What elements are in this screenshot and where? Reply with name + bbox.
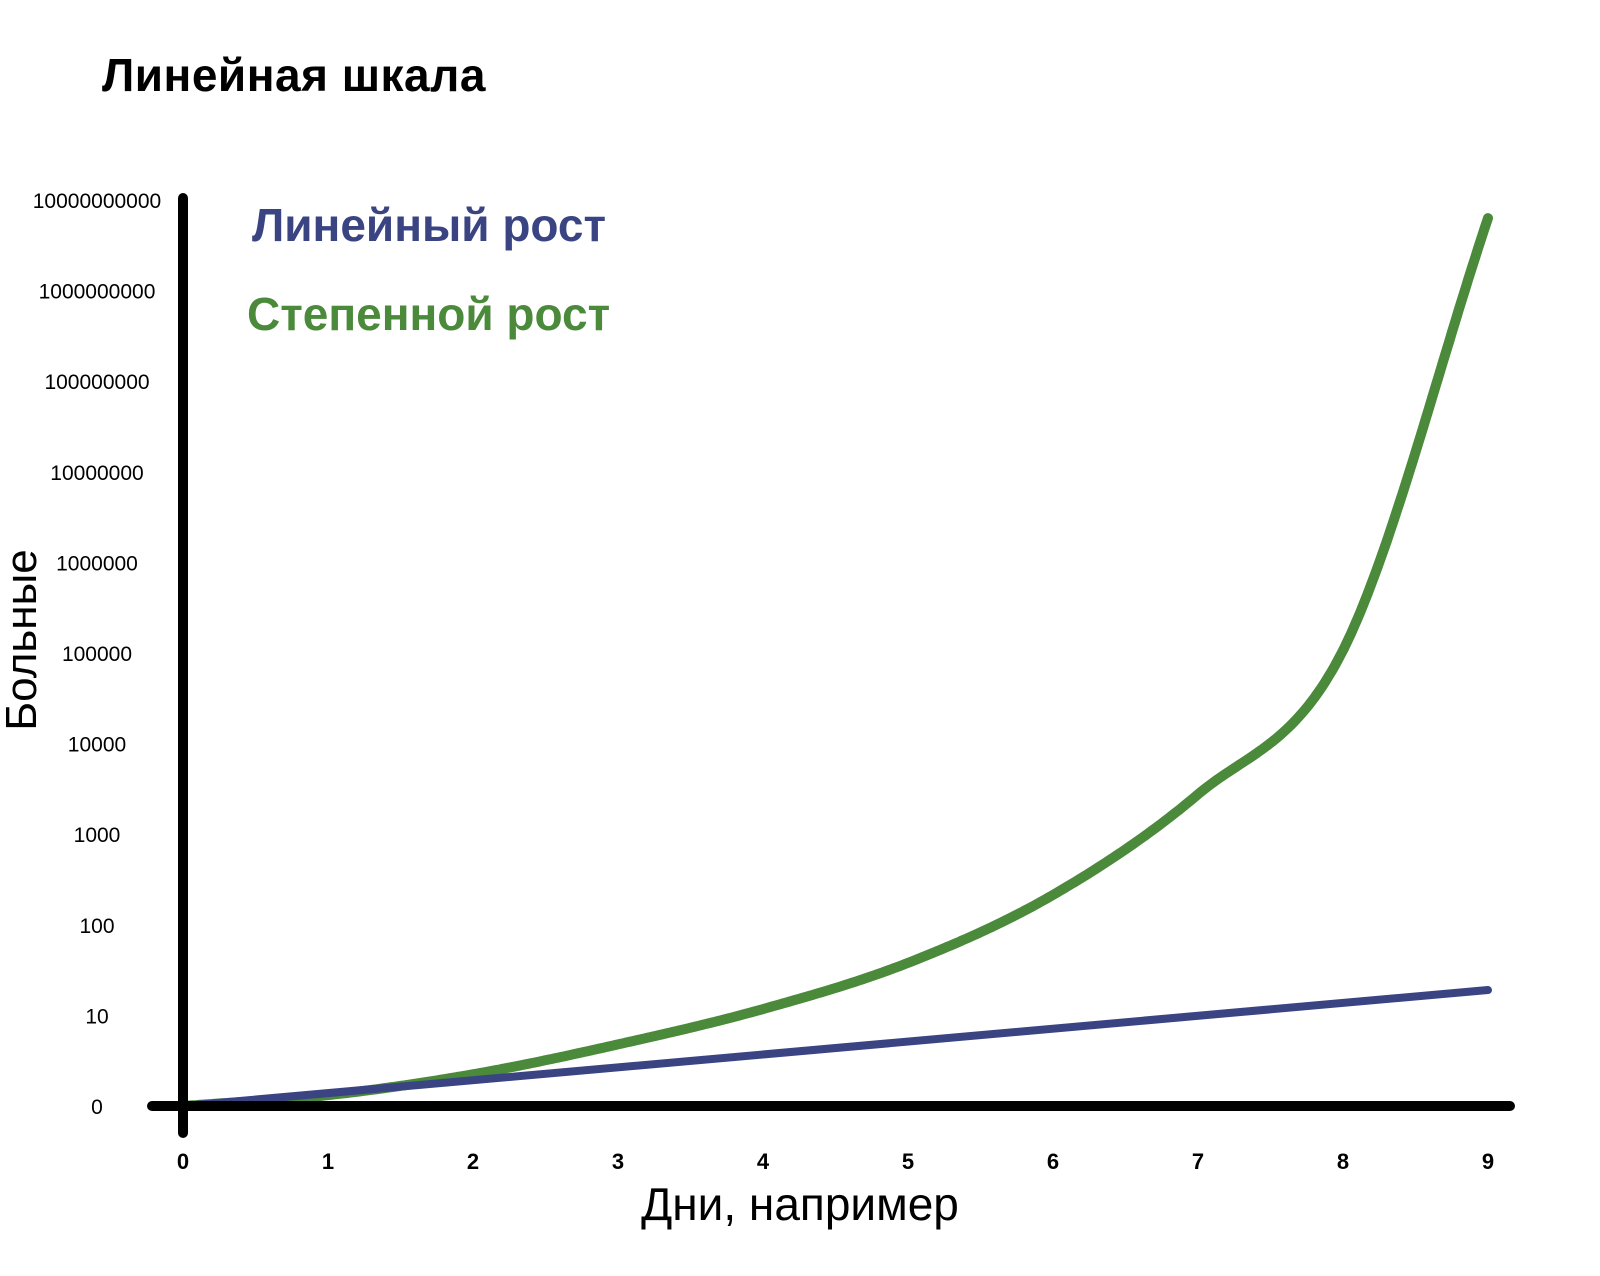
y-tick-label: 0 [91,1096,103,1119]
legend-exponential-growth: Степенной рост [247,288,611,340]
x-tick-label: 9 [1482,1149,1494,1174]
y-tick-label: 100000 [62,643,132,666]
x-axis-label: Дни, например [641,1178,959,1230]
chart-title: Линейная шкала [102,49,486,101]
y-tick-label: 1000000 [56,552,138,575]
x-tick-label: 1 [322,1149,334,1174]
y-tick-label: 1000 [74,824,121,847]
x-tick-label: 8 [1337,1149,1349,1174]
x-tick-label: 5 [902,1149,914,1174]
y-tick-label: 10000000 [50,462,143,485]
x-tick-label: 2 [467,1149,479,1174]
x-tick-label: 6 [1047,1149,1059,1174]
x-tick-label: 7 [1192,1149,1204,1174]
x-tick-labels: 0 1 2 3 4 5 6 7 8 9 [177,1149,1494,1174]
x-tick-label: 4 [757,1149,770,1174]
legend-linear-growth: Линейный рост [252,199,607,251]
series-line-linear-growth [179,986,1492,1110]
y-tick-label: 100000000 [44,371,149,394]
x-tick-label: 0 [177,1149,189,1174]
y-tick-label: 10000000000 [33,190,161,213]
y-tick-label: 10 [85,1005,108,1028]
x-tick-label: 3 [612,1149,624,1174]
y-tick-labels: 0 10 100 1000 10000 100000 1000000 10000000 1000… [33,190,161,1119]
series-line-exponential-growth [178,213,1493,1111]
y-tick-label: 10000 [68,734,126,757]
y-tick-label: 1000000000 [39,281,156,304]
y-tick-label: 100 [79,915,114,938]
series-lines [178,213,1493,1111]
